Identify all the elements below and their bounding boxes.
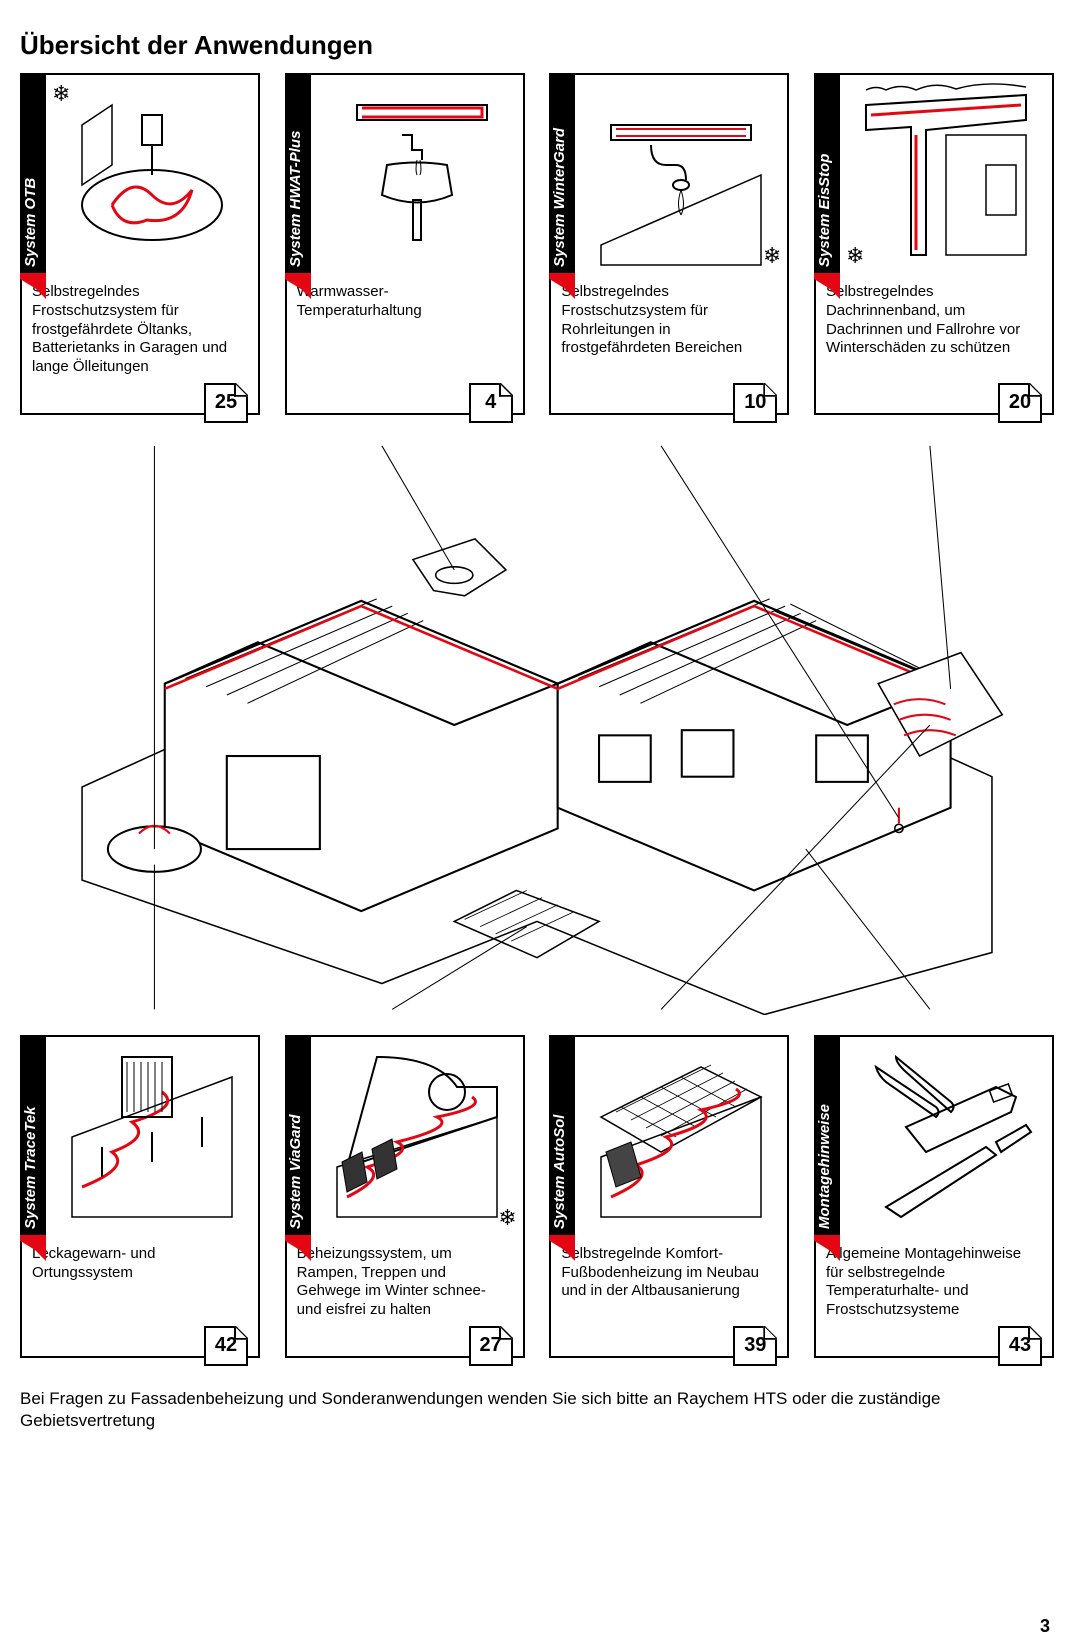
page-badge: 4 [469, 383, 513, 423]
page-badge: 10 [733, 383, 777, 423]
system-label: System HWAT-Plus [285, 73, 306, 273]
card-description: Warmwasser-Temperaturhaltung [287, 275, 523, 385]
card-illustration: ❄ [311, 1037, 523, 1237]
card-eisstop: System EisStop ❄ Selbstregelndes Dachrin… [814, 73, 1054, 415]
page-badge: 25 [204, 383, 248, 423]
card-illustration: ❄ [46, 75, 258, 275]
page-badge: 42 [204, 1326, 248, 1366]
system-tab: System WinterGard [549, 73, 575, 273]
page-badge: 20 [998, 383, 1042, 423]
page-title: Übersicht der Anwendungen [20, 30, 1054, 61]
system-label: System TraceTek [20, 1035, 41, 1235]
top-card-row: System OTB ❄ Selbstregelndes Frostschutz… [20, 73, 1054, 415]
system-label: System EisStop [814, 73, 835, 273]
snowflake-icon: ❄ [763, 243, 781, 269]
card-hwat: System HWAT-Plus Warmwasser-Temperaturha… [285, 73, 525, 415]
card-otb: System OTB ❄ Selbstregelndes Frostschutz… [20, 73, 260, 415]
card-autosol: System AutoSol Selbstregelnde Komfort-Fu… [549, 1035, 789, 1358]
system-label: System AutoSol [549, 1035, 570, 1235]
system-tab: System ViaGard [285, 1035, 311, 1235]
system-tab: System HWAT-Plus [285, 73, 311, 273]
card-wintergard: System WinterGard ❄ Selbstregelndes Fros… [549, 73, 789, 415]
system-tab: System EisStop [814, 73, 840, 273]
card-illustration [840, 1037, 1052, 1237]
card-description: Selbstregelndes Dachrinnenband, um Dachr… [816, 275, 1052, 394]
center-house-illustration [20, 435, 1054, 1015]
system-tab: System OTB [20, 73, 46, 273]
footer-note: Bei Fragen zu Fassadenbeheizung und Sond… [20, 1388, 1054, 1432]
system-label: System ViaGard [285, 1035, 306, 1235]
snowflake-icon: ❄ [846, 243, 864, 269]
card-illustration [575, 1037, 787, 1237]
system-label: System WinterGard [549, 73, 570, 273]
system-label: System OTB [20, 73, 41, 273]
system-tab: Montagehinweise [814, 1035, 840, 1235]
bottom-card-row: System TraceTek Leckagewarn- und Ortungs… [20, 1035, 1054, 1358]
card-tracetek: System TraceTek Leckagewarn- und Ortungs… [20, 1035, 260, 1358]
page-number: 3 [1040, 1616, 1050, 1637]
card-illustration [311, 75, 523, 275]
snowflake-icon: ❄ [52, 81, 70, 107]
page-badge: 39 [733, 1326, 777, 1366]
card-illustration [46, 1037, 258, 1237]
card-illustration: ❄ [840, 75, 1052, 275]
page-badge: 43 [998, 1326, 1042, 1366]
card-description: Selbstregelndes Frostschutzsystem für Ro… [551, 275, 787, 394]
card-montage: Montagehinweise Allgemeine Montagehinwei… [814, 1035, 1054, 1358]
card-viagard: System ViaGard ❄ Beheizungssystem, um Ra… [285, 1035, 525, 1358]
system-label: Montagehinweise [814, 1035, 835, 1235]
snowflake-icon: ❄ [498, 1205, 516, 1231]
page-badge: 27 [469, 1326, 513, 1366]
system-tab: System AutoSol [549, 1035, 575, 1235]
system-tab: System TraceTek [20, 1035, 46, 1235]
card-illustration: ❄ [575, 75, 787, 275]
